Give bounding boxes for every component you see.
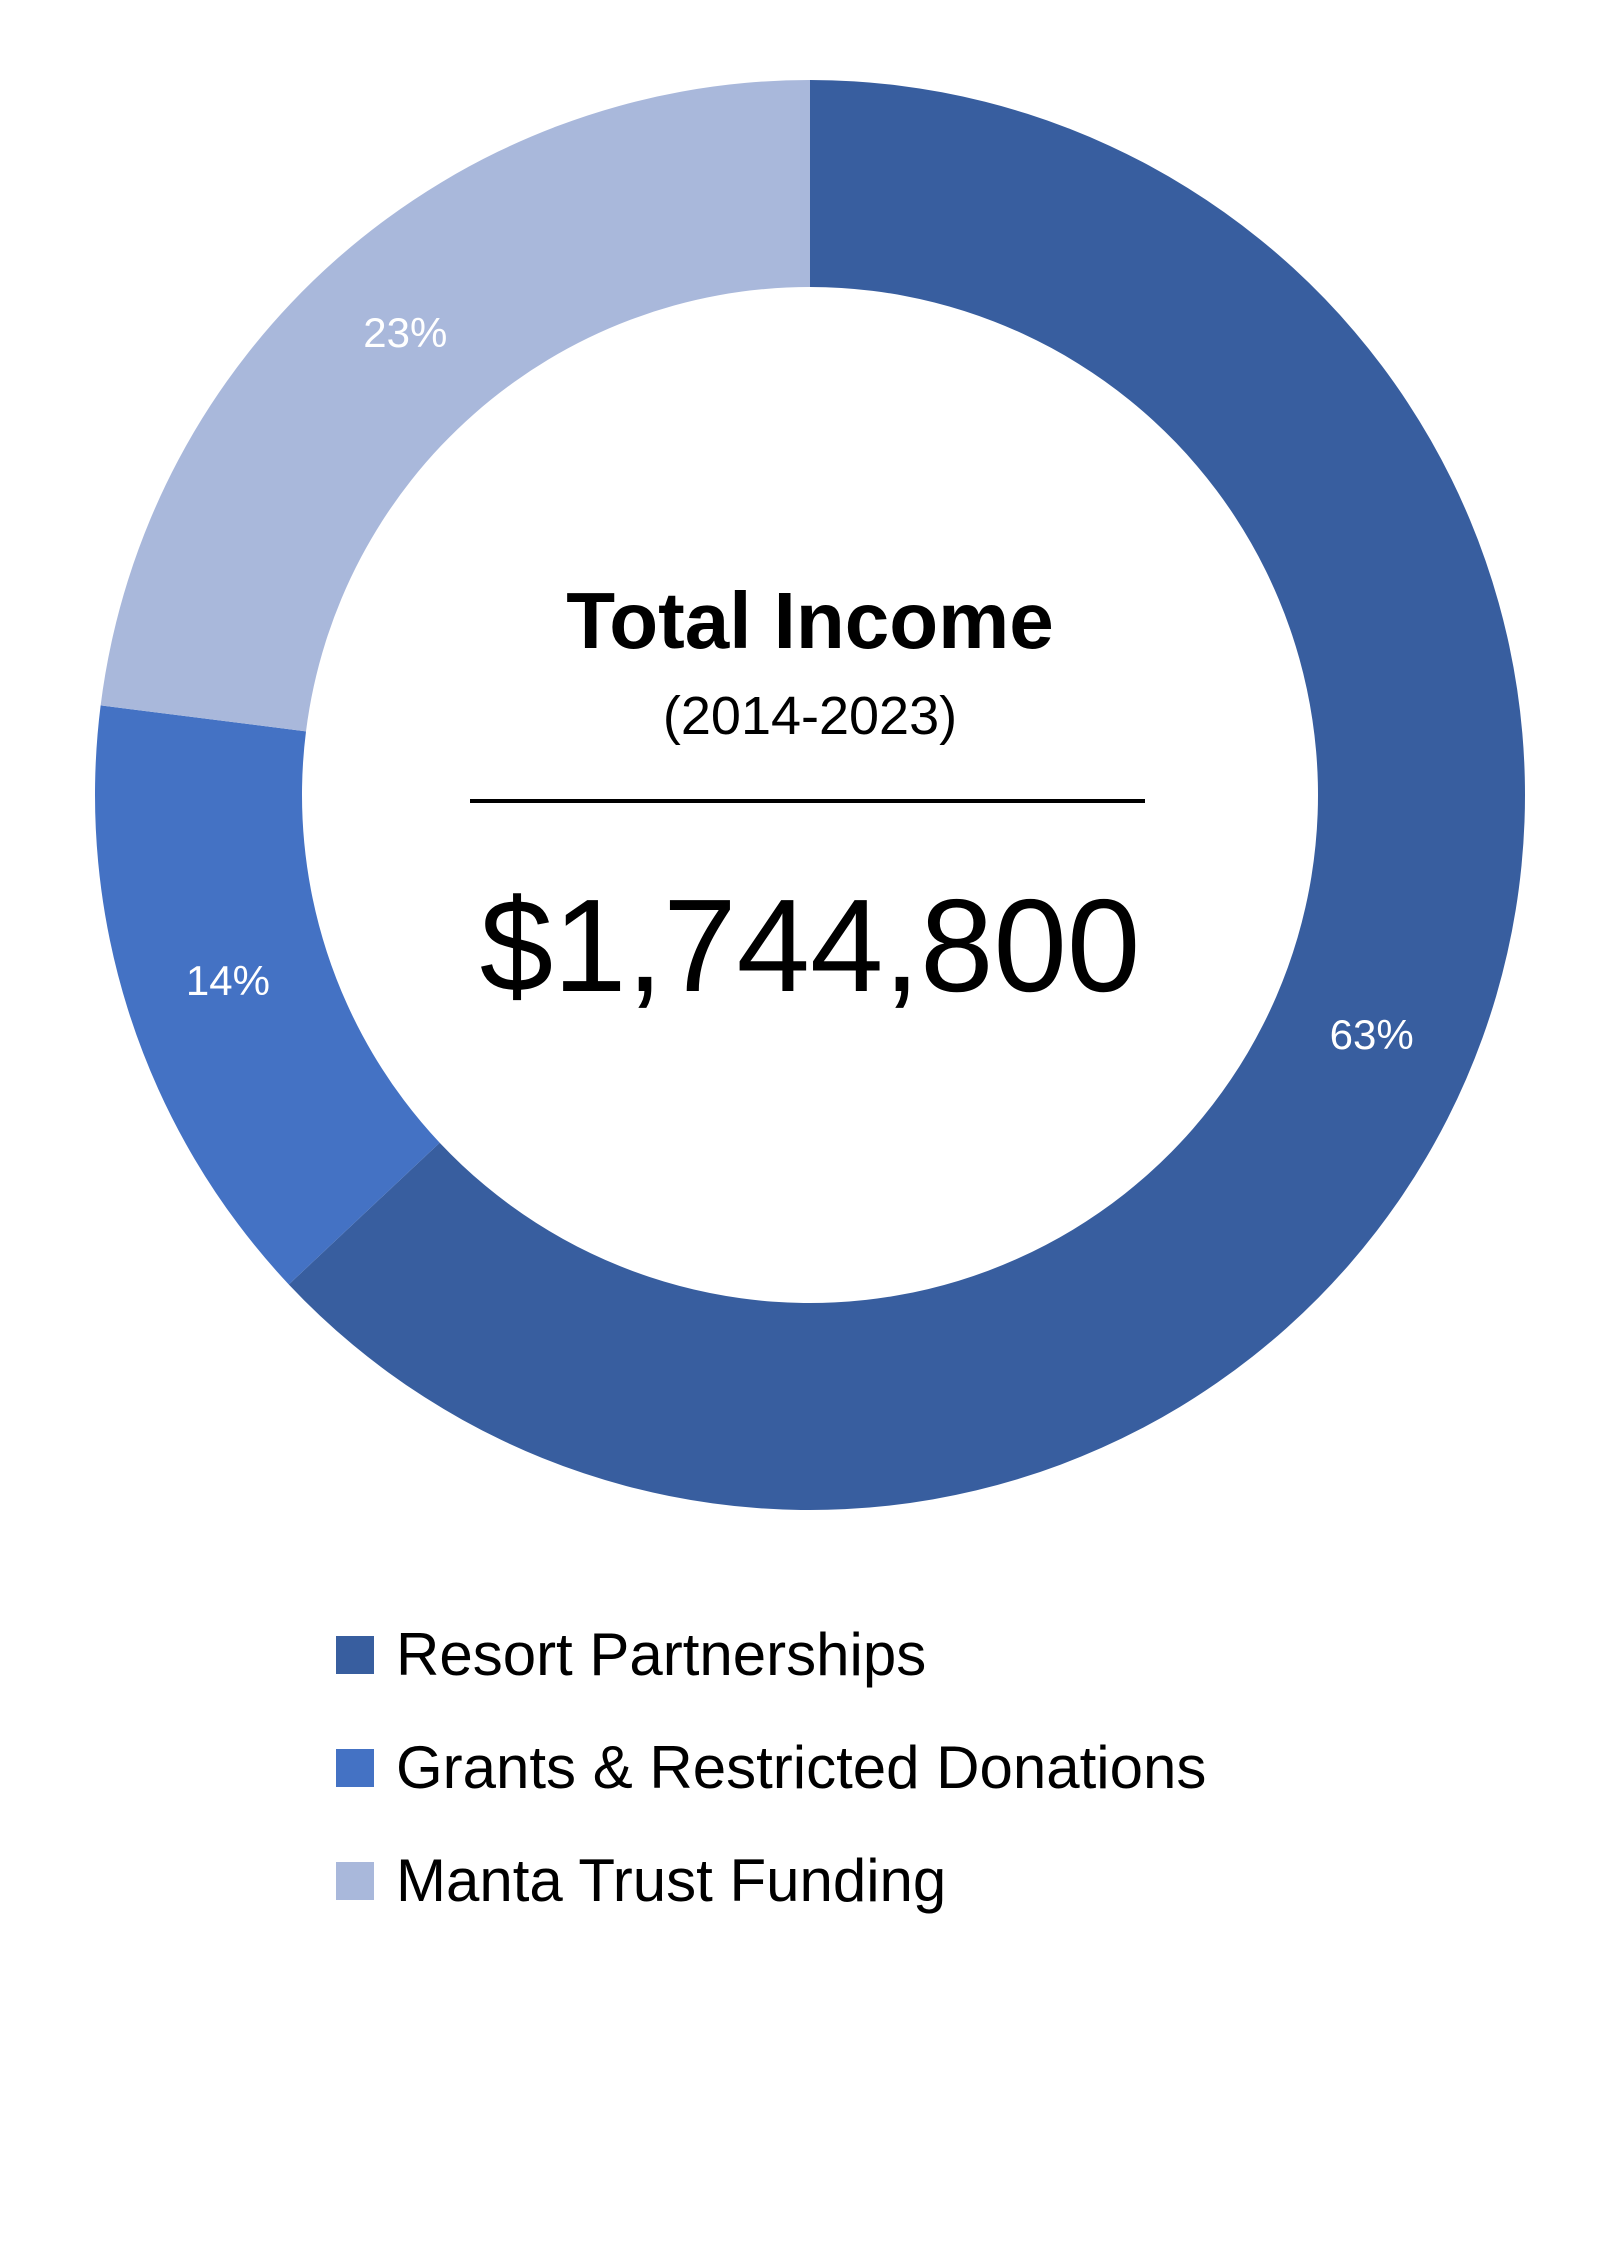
center-divider [470, 799, 1145, 803]
legend-label: Manta Trust Funding [396, 1847, 947, 1914]
legend-label: Resort Partnerships [396, 1621, 927, 1688]
donut-slice-labels: 63% 14% 23% [186, 309, 1414, 1058]
legend-swatch-resort-partnerships [336, 1635, 374, 1674]
slice-grants-restricted-donations [94, 705, 440, 1285]
donut-slices [94, 80, 1525, 1510]
slice-label-grants-restricted-donations: 14% [186, 957, 270, 1004]
slice-label-resort-partnerships: 63% [1330, 1011, 1414, 1058]
legend-label: Grants & Restricted Donations [396, 1734, 1207, 1801]
legend-item-manta-trust-funding: Manta Trust Funding [336, 1824, 1206, 1937]
legend: Resort Partnerships Grants & Restricted … [336, 1598, 1206, 1937]
donut-chart-svg: 63% 14% 23% [94, 80, 1525, 1510]
slice-manta-trust-funding [100, 80, 810, 732]
legend-swatch-manta-trust-funding [336, 1861, 374, 1900]
legend-swatch-grants-restricted-donations [336, 1748, 374, 1787]
chart-title: Total Income [566, 576, 1054, 665]
slice-resort-partnerships [288, 80, 1525, 1510]
legend-item-grants-restricted-donations: Grants & Restricted Donations [336, 1711, 1206, 1824]
total-income-value: $1,744,800 [479, 872, 1141, 1019]
legend-item-resort-partnerships: Resort Partnerships [336, 1598, 1206, 1711]
chart-subtitle: (2014-2023) [662, 686, 958, 746]
slice-label-manta-trust-funding: 23% [363, 309, 447, 356]
